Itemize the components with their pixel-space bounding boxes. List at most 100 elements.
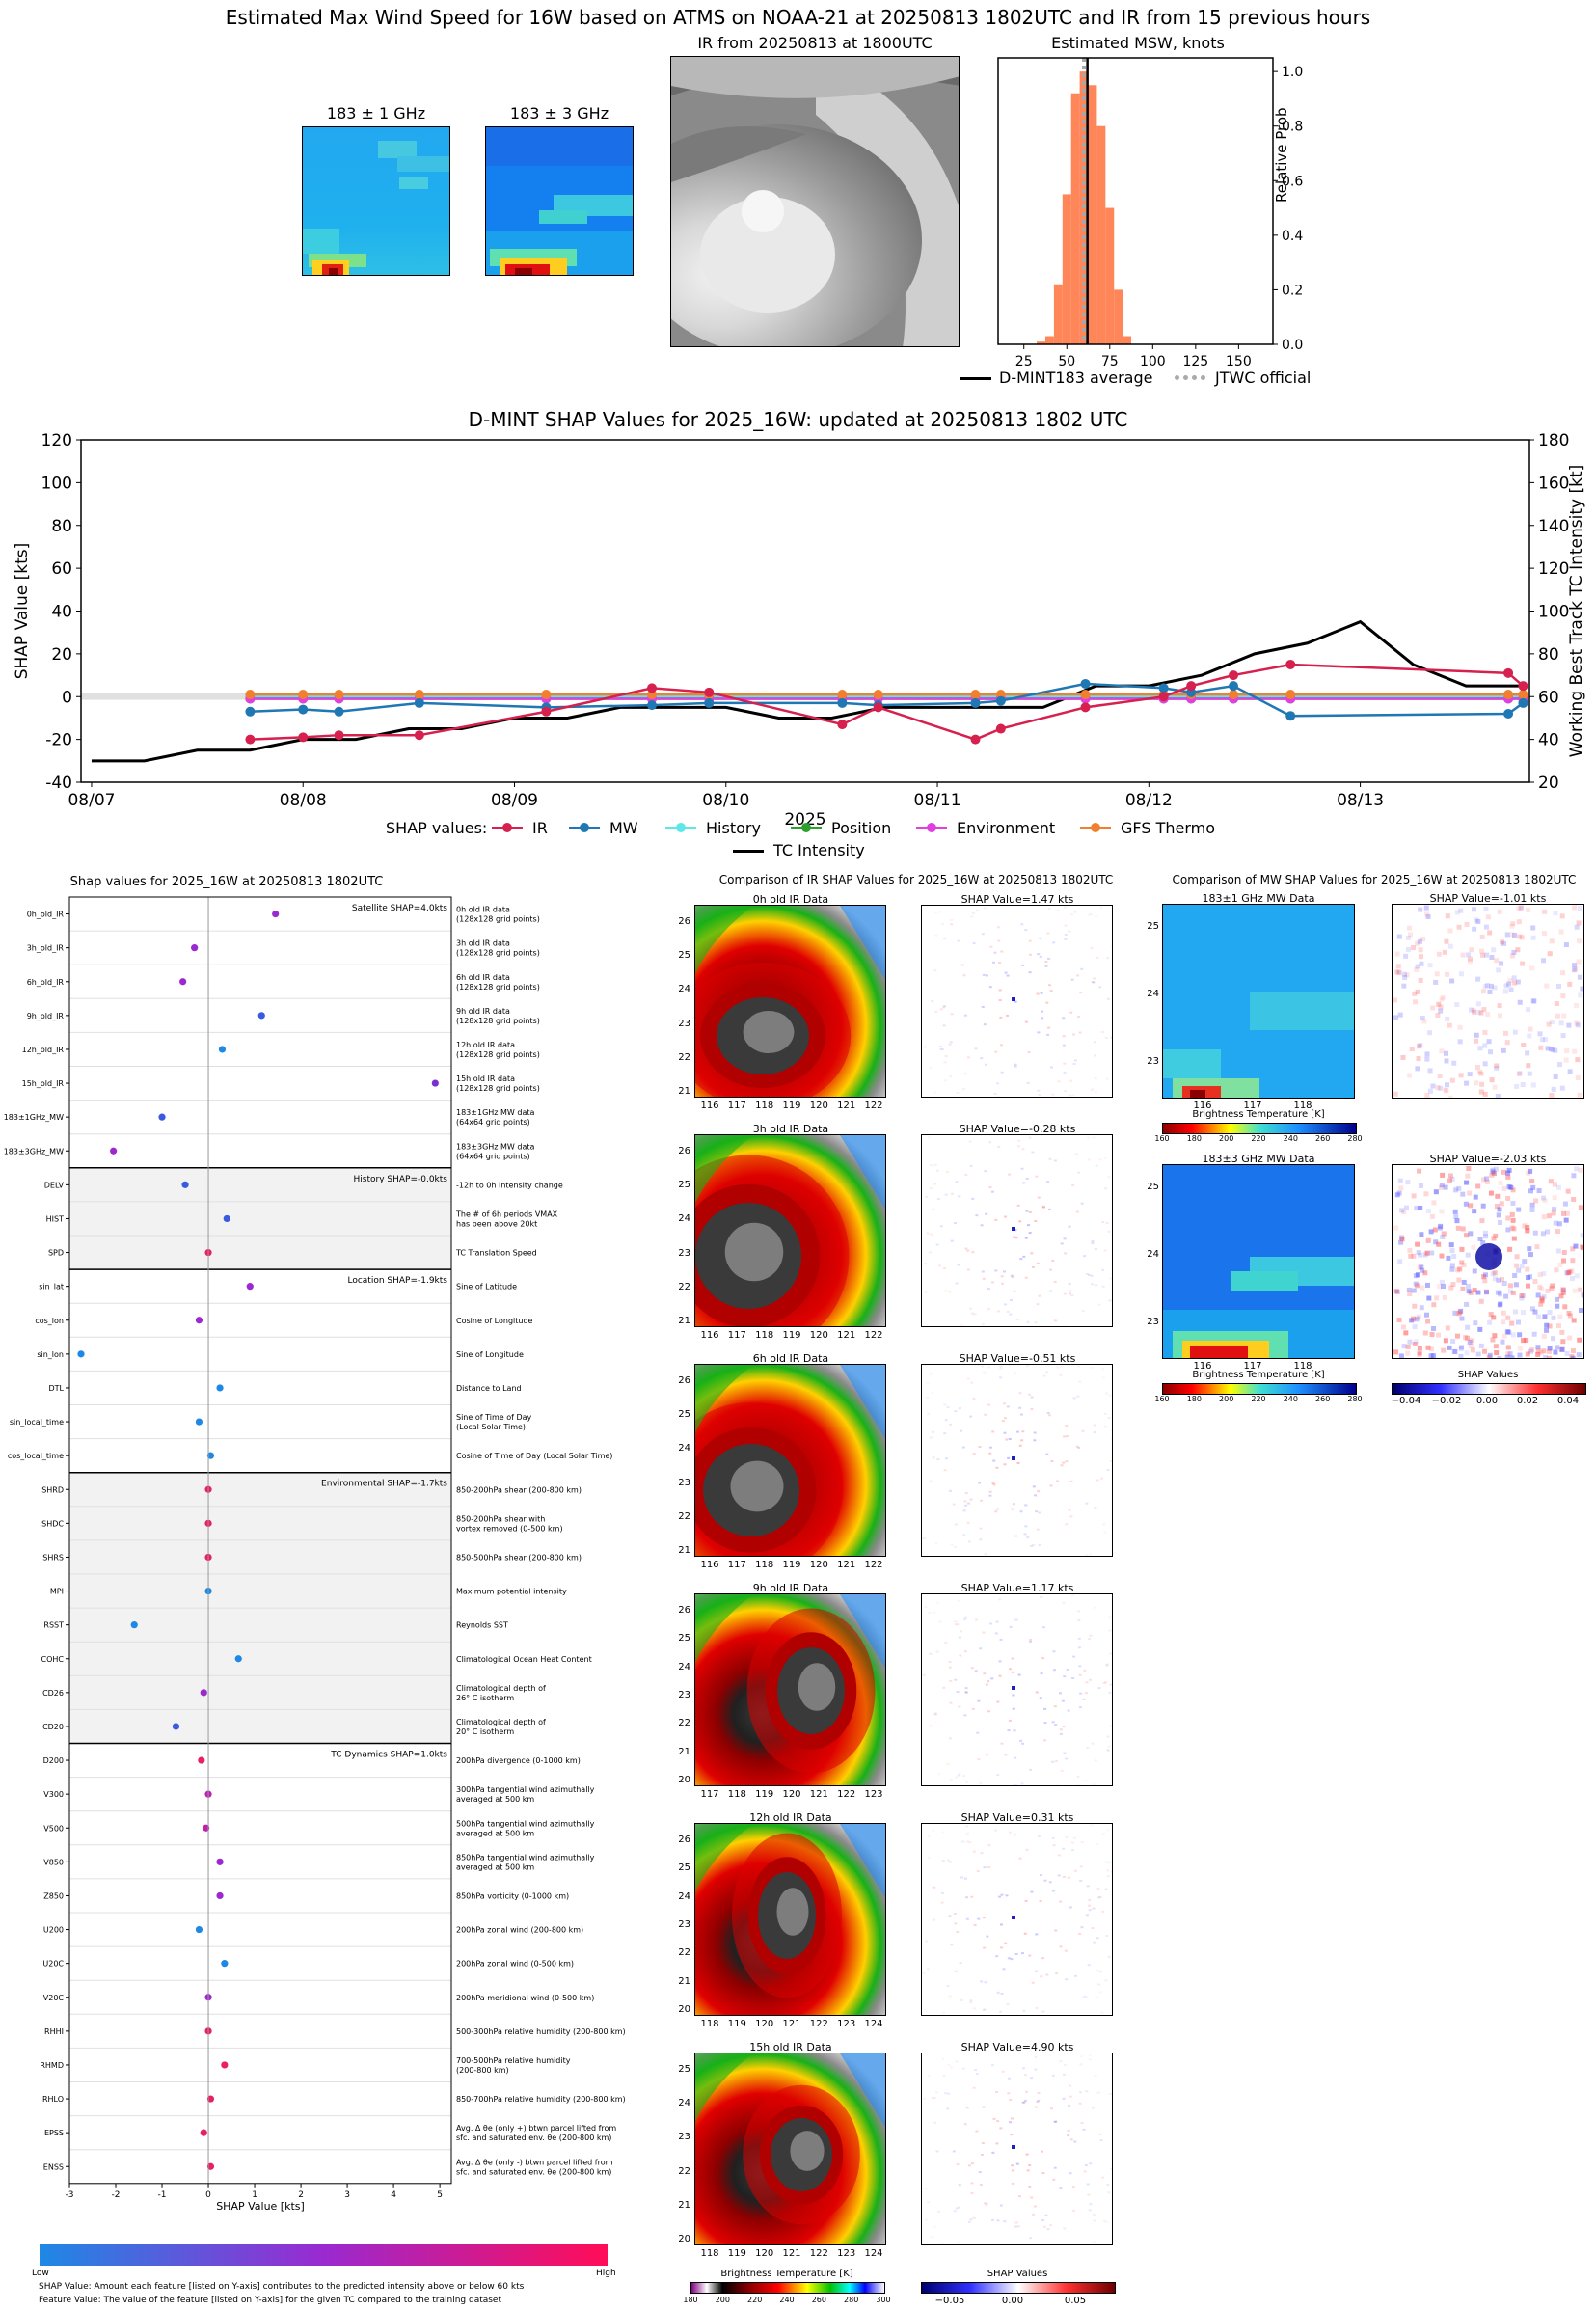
mw-shap-speck <box>1535 1348 1541 1354</box>
shap-speck <box>1014 1756 1017 1759</box>
feature-name: COHC <box>41 1655 65 1664</box>
shap-speck <box>1085 1996 1089 1998</box>
legend-shap-title: SHAP values: <box>386 819 488 837</box>
shap-speck <box>1062 1044 1066 1047</box>
shap-speck <box>1015 1430 1019 1433</box>
shap-speck <box>1039 1899 1042 1902</box>
shap-speck <box>1098 1991 1102 1994</box>
mw-shap-speck <box>1567 981 1573 987</box>
mw-shap-speck <box>1501 940 1507 946</box>
shap-speck <box>989 945 993 948</box>
shap-speck <box>1060 1464 1064 1467</box>
mw-shap-speck <box>1433 1189 1439 1195</box>
mw-shap-speck <box>1415 940 1420 946</box>
shap-speck <box>1025 1365 1029 1368</box>
shap-speck <box>1093 2015 1096 2016</box>
mw-patch <box>1190 1346 1248 1358</box>
shap-speck <box>934 2244 937 2245</box>
shap-speck <box>1014 1784 1017 1785</box>
feature-desc: (128x128 grid points) <box>456 1017 540 1025</box>
mw-shap-cbar-label: SHAP Values <box>1457 1370 1519 1380</box>
shap-speck <box>984 907 987 910</box>
shap-speck <box>928 1136 932 1139</box>
mw-shap-speck <box>1581 1292 1583 1298</box>
shap-speck <box>1086 1885 1090 1888</box>
mw-shap-speck <box>1452 1348 1458 1354</box>
mw-shap-speck <box>1482 1278 1488 1284</box>
mw-shap-speck <box>1528 1252 1533 1258</box>
footnote-1: SHAP Value: Amount each feature [listed … <box>39 2282 525 2292</box>
mw-shap-speck <box>1554 1296 1559 1302</box>
shap-speck <box>1033 2205 1037 2208</box>
mw-shap-speck <box>1501 1310 1506 1316</box>
shap-speck <box>1092 981 1096 984</box>
ir-shap-cbar <box>921 2282 1116 2294</box>
shap-speck <box>944 1193 948 1196</box>
mw-shap-speck <box>1527 1246 1532 1252</box>
shap-speck <box>1010 2117 1014 2120</box>
mw-shap-speck <box>1457 1039 1463 1045</box>
feature-name: 183±3GHz_MW <box>4 1147 64 1156</box>
mw-shap-speck <box>1442 949 1447 955</box>
mw-patch <box>1231 1271 1298 1291</box>
shap-speck <box>1021 1148 1025 1151</box>
shap-speck <box>1062 1461 1066 1464</box>
shap-speck <box>988 1490 992 1493</box>
shap-speck <box>935 1650 939 1653</box>
ir-ytick-label: 21 <box>678 1975 690 1987</box>
mw-shap-speck <box>1487 930 1493 936</box>
ir-shap-svg <box>922 1365 1112 1556</box>
shap-speck <box>950 1944 954 1946</box>
mw-shap-speck <box>1486 1039 1492 1045</box>
shap-speck <box>1025 2090 1029 2093</box>
mw-shap-speck <box>1539 1295 1545 1301</box>
mw-shap-speck <box>1399 1208 1405 1213</box>
mw-shap-speck <box>1406 1287 1412 1292</box>
shap-speck <box>1038 1511 1041 1514</box>
shap-speck <box>1107 1745 1111 1748</box>
mw-shap-speck <box>1457 1266 1463 1272</box>
feature-desc: 183±3GHz MW data <box>456 1142 534 1151</box>
shap-speck <box>947 1859 951 1862</box>
mw-shap-speck <box>1509 1225 1515 1231</box>
mw-shap-speck <box>1439 1279 1445 1285</box>
feature-name: sin_lon <box>37 1350 64 1359</box>
shap-speck <box>1098 2133 1102 2135</box>
shap-speck <box>1072 1655 1076 1658</box>
mw-shap-speck <box>1544 1322 1550 1328</box>
shap-speck <box>983 1372 987 1374</box>
shap-speck <box>1013 1372 1016 1374</box>
mw-shap-speck <box>1580 1291 1583 1297</box>
mw-shap-speck <box>1431 1302 1437 1308</box>
shap-speck <box>1022 2009 1026 2012</box>
mw-shap-speck <box>1469 947 1474 953</box>
mw-shap-speck <box>1509 1355 1515 1358</box>
shap-speck <box>970 1895 974 1898</box>
shap-speck <box>1088 1638 1092 1641</box>
shap-speck <box>929 1436 933 1439</box>
ir-panel-label: 6h old IR Data <box>752 1352 829 1365</box>
mw-shap-speck <box>1465 1252 1471 1258</box>
shap-speck <box>1063 1090 1067 1093</box>
mw-shap-speck <box>1448 1242 1454 1248</box>
mw-shap-speck <box>1445 1325 1450 1331</box>
mw-shap-cbar-tick: −0.04 <box>1391 1396 1421 1406</box>
shap-speck <box>1020 1439 1024 1442</box>
shap-speck <box>942 2074 946 2077</box>
mw-shap-speck <box>1539 1298 1545 1304</box>
shap-speck <box>988 1452 992 1455</box>
mw-shap-speck <box>1449 1248 1455 1254</box>
shap-speck <box>1103 1426 1107 1428</box>
mw-shap-speck <box>1417 1346 1422 1351</box>
shap-speck <box>954 1970 958 1972</box>
mw-shap-speck <box>1419 1232 1424 1237</box>
mw-shap-speck <box>1504 1040 1510 1046</box>
mw-ytick-label: 24 <box>1147 1249 1159 1260</box>
mw-shap-speck <box>1482 1061 1488 1067</box>
ir-shap-label: SHAP Value=-0.51 kts <box>959 1352 1076 1365</box>
mw-shap-speck <box>1416 1250 1421 1256</box>
shap-speck <box>942 938 946 940</box>
mw-shap-speck <box>1458 908 1464 913</box>
shap-speck <box>1021 1742 1025 1745</box>
shap-speck <box>1071 1677 1075 1680</box>
